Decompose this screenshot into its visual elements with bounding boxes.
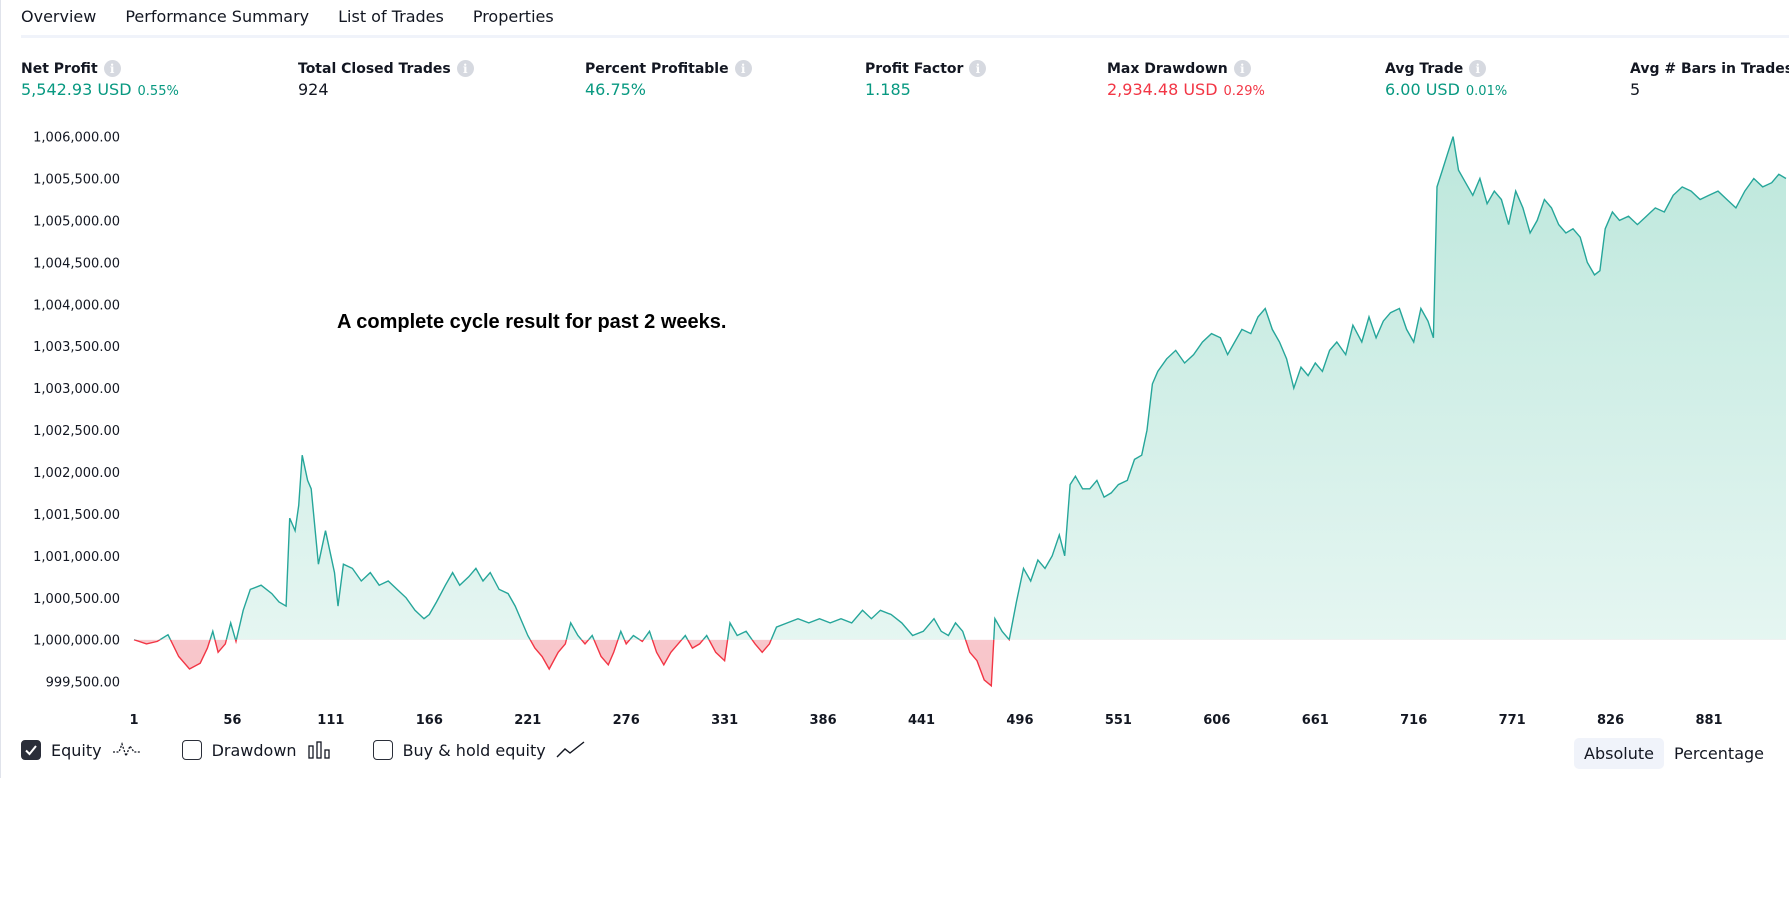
y-tick-label: 1,002,500.00	[33, 424, 120, 439]
drawdown-bars-icon	[307, 741, 330, 759]
stat-label: Avg Trade	[1385, 60, 1464, 77]
scale-toggle: Absolute Percentage	[1574, 738, 1774, 769]
stat-sub: 0.29%	[1223, 84, 1265, 99]
x-tick-label: 716	[1400, 713, 1427, 728]
tab-bar: Overview Performance Summary List of Tra…	[21, 0, 583, 38]
stat-value: 924	[298, 80, 329, 99]
y-axis: 1,006,000.00 1,005,500.00 1,005,000.00 1,00…	[33, 131, 120, 691]
info-icon[interactable]: i	[969, 60, 987, 77]
stat-sub: 0.55%	[137, 84, 179, 99]
drawdown-checkbox[interactable]: Drawdown	[181, 740, 333, 760]
stat-total-closed-trades: Total Closed Trades i 924	[298, 60, 474, 99]
x-tick-label: 441	[908, 713, 935, 728]
checkbox-unchecked-icon[interactable]	[181, 740, 202, 760]
stat-value: 6.00 USD	[1385, 80, 1460, 99]
info-icon[interactable]: i	[734, 60, 752, 77]
equity-checkbox[interactable]: Equity	[21, 740, 142, 760]
tab-divider	[21, 35, 1789, 38]
stat-max-drawdown: Max Drawdown i 2,934.48 USD 0.29%	[1107, 60, 1265, 99]
y-tick-label: 1,003,000.00	[33, 382, 120, 397]
chart-legend: Equity Drawdown Buy & hold equity	[21, 740, 626, 760]
checkbox-checked-icon[interactable]	[21, 740, 41, 760]
info-icon[interactable]: i	[103, 60, 121, 77]
x-tick-label: 221	[514, 713, 541, 728]
info-icon[interactable]: i	[1233, 60, 1251, 77]
y-tick-label: 1,000,000.00	[33, 634, 120, 649]
stat-value: 1.185	[865, 80, 911, 99]
y-tick-label: 1,005,500.00	[33, 173, 120, 188]
tab-list-of-trades[interactable]: List of Trades	[338, 7, 444, 26]
x-tick-label: 881	[1695, 713, 1722, 728]
x-tick-label: 551	[1105, 713, 1132, 728]
x-tick-label: 1	[129, 713, 138, 728]
buy-hold-label: Buy & hold equity	[402, 740, 546, 760]
drawdown-label: Drawdown	[211, 740, 297, 760]
stat-percent-profitable: Percent Profitable i 46.75%	[585, 60, 752, 99]
stat-label: Total Closed Trades	[298, 60, 451, 77]
stat-value: 5,542.93 USD	[21, 80, 132, 99]
x-tick-label: 276	[613, 713, 640, 728]
y-tick-label: 1,001,000.00	[33, 550, 120, 565]
y-tick-label: 1,004,000.00	[33, 298, 120, 313]
x-tick-label: 56	[223, 713, 241, 728]
stat-label: Avg # Bars in Trades	[1630, 60, 1789, 77]
checkbox-unchecked-icon[interactable]	[372, 740, 393, 760]
y-tick-label: 1,006,000.00	[33, 131, 120, 146]
tab-properties[interactable]: Properties	[472, 7, 554, 26]
y-tick-label: 1,002,000.00	[33, 466, 120, 481]
x-tick-label: 606	[1203, 713, 1230, 728]
y-tick-label: 1,000,500.00	[33, 592, 120, 607]
stat-net-profit: Net Profit i 5,542.93 USD 0.55%	[21, 60, 179, 99]
percentage-button[interactable]: Percentage	[1673, 744, 1764, 763]
stats-row: Net Profit i 5,542.93 USD 0.55% Total Clos…	[1, 60, 1789, 104]
equity-label: Equity	[51, 740, 102, 760]
stat-value: 46.75%	[585, 80, 647, 99]
stat-value: 5	[1630, 80, 1641, 99]
y-tick-label: 1,005,000.00	[33, 214, 120, 229]
x-tick-label: 111	[317, 713, 344, 728]
tab-overview[interactable]: Overview	[21, 0, 97, 38]
negative-area	[134, 639, 1786, 686]
x-tick-label: 166	[416, 713, 443, 728]
equity-line	[133, 136, 1787, 688]
stat-profit-factor: Profit Factor i 1.185	[865, 60, 987, 99]
stat-avg-trade: Avg Trade i 6.00 USD 0.01%	[1385, 60, 1507, 99]
x-tick-label: 826	[1597, 713, 1624, 728]
buy-hold-line-icon	[556, 741, 585, 758]
stat-label: Net Profit	[21, 60, 98, 77]
equity-line-negative	[133, 639, 1010, 688]
equity-area	[134, 136, 1786, 686]
x-tick-label: 661	[1302, 713, 1329, 728]
positive-area	[160, 136, 1786, 640]
stat-label: Max Drawdown	[1107, 60, 1228, 77]
info-icon[interactable]: i	[456, 60, 474, 77]
x-tick-label: 386	[810, 713, 837, 728]
equity-line-positive	[134, 136, 1787, 640]
x-tick-label: 331	[711, 713, 738, 728]
tab-performance-summary[interactable]: Performance Summary	[125, 7, 310, 26]
stat-sub: 0.01%	[1465, 84, 1508, 99]
buy-hold-checkbox[interactable]: Buy & hold equity	[372, 740, 586, 760]
y-tick-label: 1,003,500.00	[33, 340, 120, 355]
chart-annotation: A complete cycle result for past 2 weeks…	[337, 311, 727, 333]
x-axis: 1 56 111 166 221 276 331 386 441 496 551 606 661 716 7…	[129, 713, 1722, 728]
y-tick-label: 1,001,500.00	[33, 508, 120, 523]
y-tick-label: 999,500.00	[46, 676, 120, 691]
info-icon[interactable]: i	[1469, 60, 1487, 77]
equity-chart[interactable]: 1,006,000.00 1,005,500.00 1,005,000.00 1,00…	[1, 110, 1789, 730]
stat-label: Percent Profitable	[585, 60, 729, 77]
stat-value: 2,934.48 USD	[1107, 80, 1218, 99]
x-tick-label: 496	[1006, 713, 1033, 728]
strategy-report-panel: Overview Performance Summary List of Tra…	[0, 0, 1789, 778]
stat-label: Profit Factor	[865, 60, 964, 77]
y-tick-label: 1,004,500.00	[33, 256, 120, 271]
x-tick-label: 771	[1499, 713, 1526, 728]
absolute-button[interactable]: Absolute	[1574, 738, 1664, 769]
equity-line-icon	[112, 742, 141, 758]
